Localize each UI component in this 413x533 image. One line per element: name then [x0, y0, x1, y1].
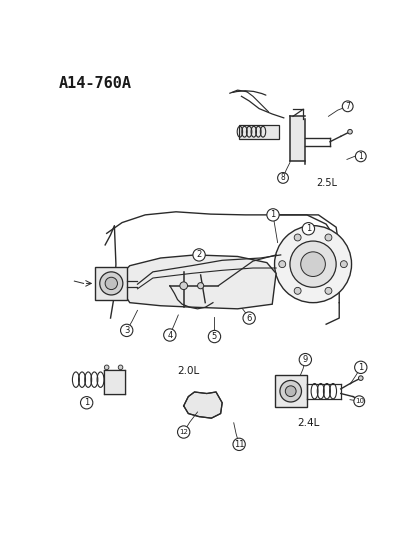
Text: 4: 4 — [167, 330, 172, 340]
Circle shape — [301, 223, 314, 235]
Text: 6: 6 — [246, 313, 251, 322]
Circle shape — [354, 151, 365, 161]
Bar — [289, 116, 305, 161]
Circle shape — [358, 376, 362, 381]
Circle shape — [277, 173, 288, 183]
Text: 1: 1 — [305, 224, 310, 233]
Circle shape — [100, 272, 123, 295]
Circle shape — [354, 361, 366, 374]
Text: 5: 5 — [211, 332, 216, 341]
Polygon shape — [183, 392, 222, 418]
Circle shape — [105, 277, 117, 289]
Text: 2.4L: 2.4L — [297, 418, 319, 428]
Text: 2.0L: 2.0L — [177, 366, 199, 376]
Circle shape — [197, 282, 203, 289]
Text: A14-760A: A14-760A — [59, 76, 132, 91]
Circle shape — [179, 282, 187, 289]
Circle shape — [294, 234, 300, 241]
Polygon shape — [122, 255, 275, 309]
Text: 1: 1 — [84, 398, 89, 407]
Circle shape — [80, 397, 93, 409]
Circle shape — [274, 225, 351, 303]
Circle shape — [192, 249, 205, 261]
Text: 9: 9 — [302, 355, 307, 364]
Text: 10: 10 — [354, 398, 363, 404]
Circle shape — [279, 381, 301, 402]
Circle shape — [120, 324, 133, 336]
Text: 1: 1 — [358, 152, 362, 161]
Text: 1: 1 — [270, 211, 275, 220]
Text: 3: 3 — [124, 326, 129, 335]
Circle shape — [285, 386, 295, 397]
Circle shape — [342, 101, 352, 112]
Circle shape — [104, 365, 109, 370]
Text: 2: 2 — [196, 251, 201, 260]
Circle shape — [242, 312, 255, 324]
Bar — [103, 370, 125, 393]
Circle shape — [324, 234, 331, 241]
Bar — [95, 267, 127, 300]
Text: 1: 1 — [357, 363, 363, 372]
Circle shape — [294, 287, 300, 294]
Bar — [274, 375, 306, 407]
Circle shape — [278, 261, 285, 268]
Circle shape — [289, 241, 335, 287]
Circle shape — [163, 329, 176, 341]
Circle shape — [339, 261, 347, 268]
Text: 11: 11 — [233, 440, 244, 449]
FancyArrowPatch shape — [232, 91, 265, 95]
Circle shape — [266, 209, 278, 221]
Circle shape — [233, 438, 244, 450]
Bar — [239, 125, 278, 139]
Circle shape — [177, 426, 190, 438]
Circle shape — [347, 130, 351, 134]
Text: 8: 8 — [280, 173, 285, 182]
Circle shape — [299, 353, 311, 366]
Text: 12: 12 — [179, 429, 188, 435]
Text: 7: 7 — [344, 102, 349, 111]
Text: 2.5L: 2.5L — [316, 178, 336, 188]
Circle shape — [324, 287, 331, 294]
Circle shape — [208, 330, 220, 343]
Circle shape — [118, 365, 123, 370]
Circle shape — [353, 396, 364, 407]
Circle shape — [300, 252, 325, 277]
